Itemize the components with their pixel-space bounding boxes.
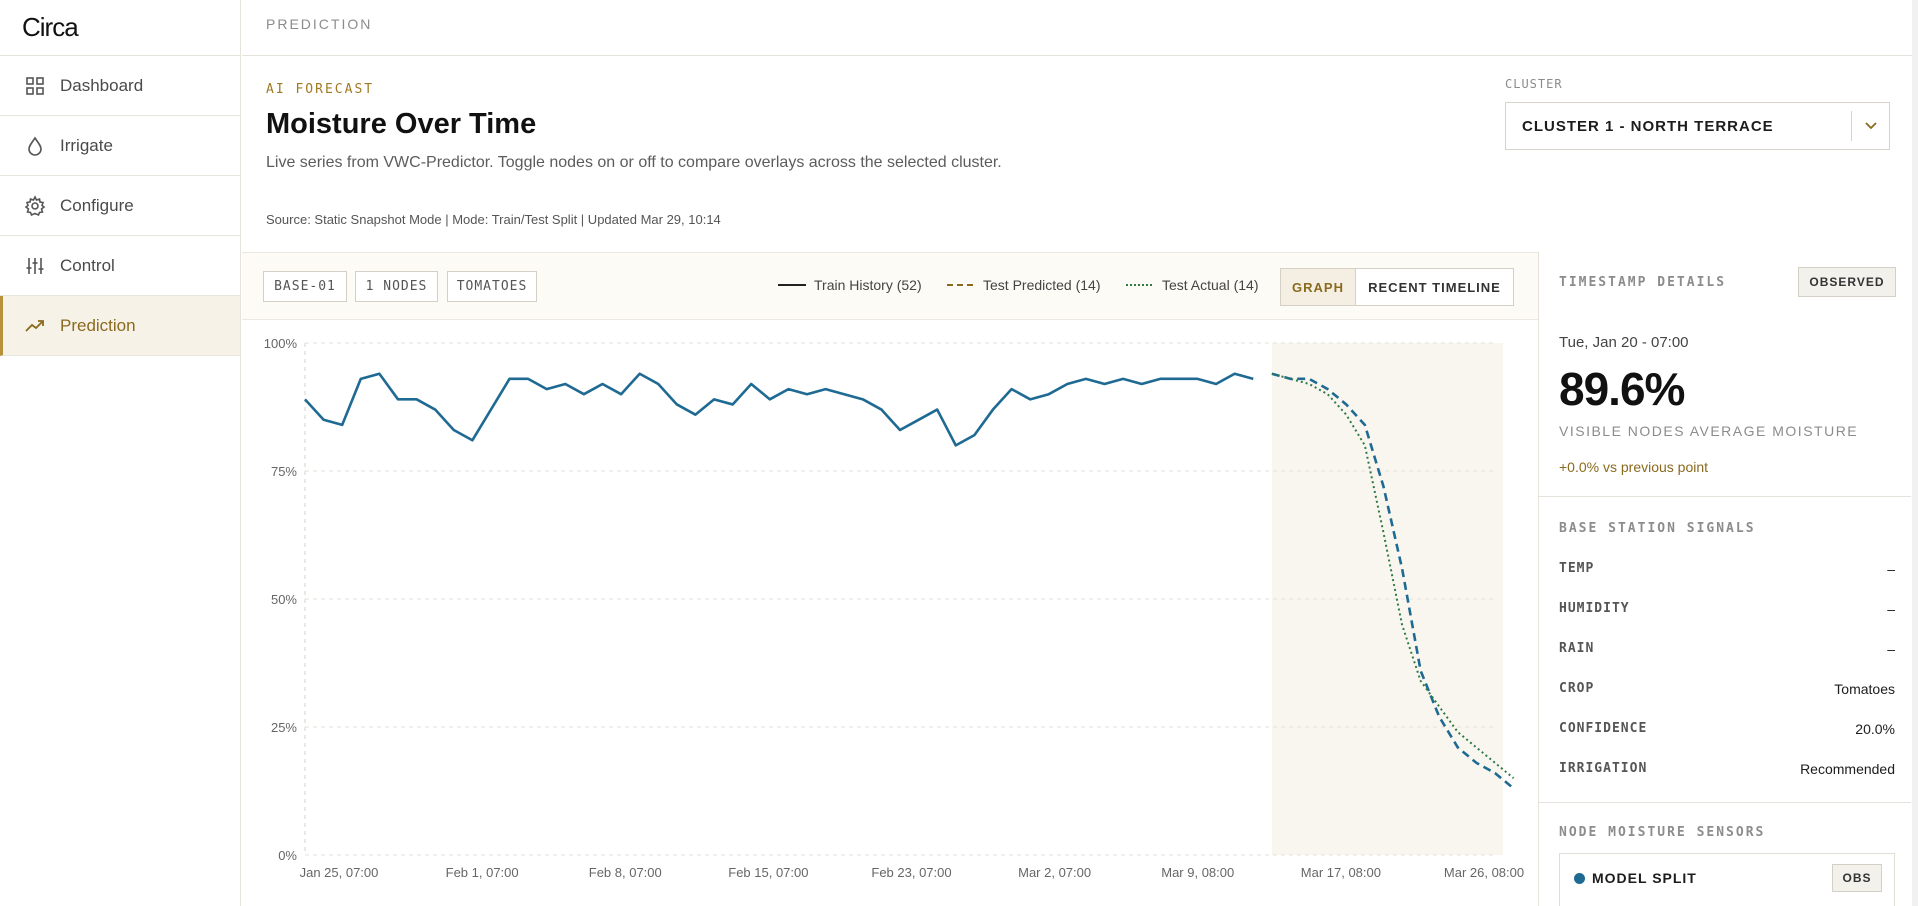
signal-key: CROP xyxy=(1559,681,1595,696)
sliders-icon xyxy=(26,257,44,274)
base-station-section: BASE STATION SIGNALS TEMP – HUMIDITY – RAI… xyxy=(1539,497,1911,803)
x-tick-label: Feb 23, 07:00 xyxy=(871,865,951,880)
legend-actual-label: Test Actual (14) xyxy=(1162,277,1259,293)
gear-icon xyxy=(24,194,46,216)
dashed-line-icon xyxy=(947,284,975,286)
page-scrollbar[interactable] xyxy=(1912,0,1918,906)
legend-actual[interactable]: Test Actual (14) xyxy=(1126,277,1259,293)
legend-predicted[interactable]: Test Predicted (14) xyxy=(947,277,1101,293)
sidebar-item-prediction[interactable]: Prediction xyxy=(0,296,240,356)
crop-chip[interactable]: TOMATOES xyxy=(447,271,537,302)
signal-key: IRRIGATION xyxy=(1559,761,1648,776)
x-tick-label: Feb 8, 07:00 xyxy=(589,865,662,880)
signal-row-confidence: CONFIDENCE 20.0% xyxy=(1559,721,1895,737)
sidebar-item-dashboard[interactable]: Dashboard xyxy=(0,56,240,116)
details-panel: TIMESTAMP DETAILS OBSERVED Tue, Jan 20 -… xyxy=(1538,252,1918,906)
y-tick-label: 0% xyxy=(278,848,297,863)
x-tick-label: Mar 26, 08:00 xyxy=(1444,865,1524,880)
node-sensor-item[interactable]: MODEL SPLIT OBS xyxy=(1559,853,1895,906)
y-tick-label: 25% xyxy=(271,720,297,735)
moisture-chart-svg[interactable]: 0% 25% 50% 75% 100% Jan 25, 07:00 Feb 1, 07:0… xyxy=(242,321,1538,906)
node-sensors-heading: NODE MOISTURE SENSORS xyxy=(1559,825,1766,840)
grid-icon xyxy=(26,76,44,95)
test-predicted-line[interactable] xyxy=(1271,372,1515,790)
legend-train-label: Train History (52) xyxy=(814,277,922,293)
drop-icon xyxy=(28,136,42,156)
signal-row-temp: TEMP – xyxy=(1559,561,1895,577)
sidebar-item-label: Irrigate xyxy=(60,135,113,155)
timestamp-details-heading: TIMESTAMP DETAILS xyxy=(1559,275,1727,290)
cluster-selected-value: CLUSTER 1 - NORTH TERRACE xyxy=(1522,117,1774,135)
chevron-down-icon[interactable] xyxy=(1851,111,1889,141)
signal-row-crop: CROP Tomatoes xyxy=(1559,681,1895,697)
signal-key: RAIN xyxy=(1559,641,1595,656)
signal-row-rain: RAIN – xyxy=(1559,641,1895,657)
view-toggle: GRAPH RECENT TIMELINE xyxy=(1280,268,1514,306)
x-tick-label: Mar 2, 07:00 xyxy=(1018,865,1091,880)
x-tick-label: Feb 1, 07:00 xyxy=(446,865,519,880)
app-logo[interactable]: Circa xyxy=(0,0,240,56)
moisture-value: 89.6% xyxy=(1559,363,1685,415)
signal-value: Recommended xyxy=(1800,761,1895,777)
signal-value: Tomatoes xyxy=(1834,681,1895,697)
x-tick-label: Mar 17, 08:00 xyxy=(1301,865,1381,880)
timestamp-details-section: TIMESTAMP DETAILS OBSERVED Tue, Jan 20 -… xyxy=(1539,252,1911,497)
y-tick-label: 100% xyxy=(264,336,298,351)
sidebar-item-configure[interactable]: Configure xyxy=(0,176,240,236)
legend-train[interactable]: Train History (52) xyxy=(778,277,922,293)
sidebar-item-label: Control xyxy=(60,255,115,275)
section-eyebrow: AI FORECAST xyxy=(266,82,375,97)
cluster-select[interactable]: CLUSTER 1 - NORTH TERRACE xyxy=(1505,102,1890,150)
base-station-heading: BASE STATION SIGNALS xyxy=(1559,521,1756,536)
signal-key: TEMP xyxy=(1559,561,1595,576)
sidebar-item-control[interactable]: Control xyxy=(0,236,240,296)
graph-view-button[interactable]: GRAPH xyxy=(1281,269,1356,305)
moisture-chart[interactable]: 0% 25% 50% 75% 100% Jan 25, 07:00 Feb 1, 07:0… xyxy=(242,321,1538,906)
obs-badge: OBS xyxy=(1832,864,1882,892)
trend-icon xyxy=(25,319,44,332)
signal-value: 20.0% xyxy=(1855,721,1895,737)
y-tick-label: 75% xyxy=(271,464,297,479)
signal-value: – xyxy=(1887,601,1895,617)
train-history-line[interactable] xyxy=(304,372,1254,447)
moisture-delta: +0.0% vs previous point xyxy=(1559,459,1709,475)
legend-predicted-label: Test Predicted (14) xyxy=(983,277,1101,293)
page-description: Live series from VWC-Predictor. Toggle n… xyxy=(266,154,1002,171)
dotted-line-icon xyxy=(1126,284,1154,286)
cluster-label: CLUSTER xyxy=(1505,77,1563,91)
signal-key: HUMIDITY xyxy=(1559,601,1630,616)
x-tick-label: Mar 9, 08:00 xyxy=(1161,865,1234,880)
chart-toolbar: BASE-01 1 NODES TOMATOES Train History (… xyxy=(242,252,1538,320)
signal-row-irrigation: IRRIGATION Recommended xyxy=(1559,761,1895,777)
series-dot-icon xyxy=(1574,873,1585,884)
sidebar-item-irrigate[interactable]: Irrigate xyxy=(0,116,240,176)
sidebar-item-label: Prediction xyxy=(60,315,136,335)
signal-value: – xyxy=(1887,561,1895,577)
moisture-value-label: VISIBLE NODES AVERAGE MOISTURE xyxy=(1559,423,1859,439)
sidebar: Circa Dashboard Irrigate Configure Contr… xyxy=(0,0,241,906)
sidebar-item-label: Configure xyxy=(60,195,134,215)
signal-value: – xyxy=(1887,641,1895,657)
recent-timeline-button[interactable]: RECENT TIMELINE xyxy=(1368,279,1501,295)
sidebar-item-label: Dashboard xyxy=(60,75,144,95)
page-title: Moisture Over Time xyxy=(266,108,537,140)
node-sensor-label: MODEL SPLIT xyxy=(1592,870,1697,886)
solid-line-icon xyxy=(778,284,806,286)
x-tick-label: Jan 25, 07:00 xyxy=(300,865,379,880)
node-sensors-section: NODE MOISTURE SENSORS MODEL SPLIT OBS xyxy=(1539,803,1911,906)
page-breadcrumb: PREDICTION xyxy=(242,0,1918,56)
signal-key: CONFIDENCE xyxy=(1559,721,1648,736)
nodes-chip[interactable]: 1 NODES xyxy=(355,271,438,302)
x-tick-label: Feb 15, 07:00 xyxy=(728,865,808,880)
signal-row-humidity: HUMIDITY – xyxy=(1559,601,1895,617)
base-station-chip[interactable]: BASE-01 xyxy=(263,271,347,302)
source-info: Source: Static Snapshot Mode | Mode: Tra… xyxy=(266,212,721,227)
timestamp-date: Tue, Jan 20 - 07:00 xyxy=(1559,334,1689,351)
y-tick-label: 50% xyxy=(271,592,297,607)
observed-badge: OBSERVED xyxy=(1798,267,1896,297)
